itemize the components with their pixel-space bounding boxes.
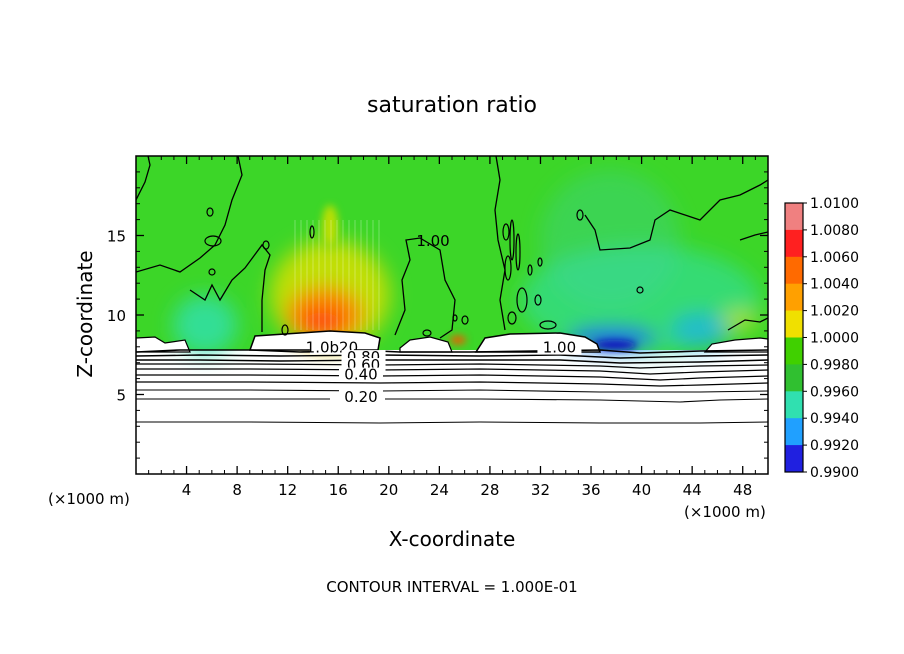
field-blob-cyan-left bbox=[173, 295, 237, 355]
colorbar-tick-label: 0.9940 bbox=[810, 411, 859, 427]
lower-white-region bbox=[136, 350, 768, 474]
y-ticks: 5 10 15 bbox=[107, 171, 768, 459]
colorbar-tick-label: 1.0040 bbox=[810, 277, 859, 293]
contour-label: 1.00 bbox=[416, 232, 449, 250]
colorbar: 1.0100 1.0080 1.0060 1.0040 1.0020 1.0000 0.99… bbox=[784, 196, 859, 481]
contour-label: 1.00 bbox=[543, 339, 576, 357]
field-blob-yellow-right bbox=[722, 310, 758, 330]
colorbar-tick-label: 0.9920 bbox=[810, 438, 859, 454]
colorbar-tick-label: 1.0080 bbox=[810, 223, 859, 239]
field-blob-orange-small bbox=[450, 336, 466, 344]
colorbar-tick-label: 1.0060 bbox=[810, 250, 859, 266]
y-axis-label: Z-coordinate bbox=[73, 250, 97, 377]
x-tick-label: 36 bbox=[581, 481, 600, 499]
colorbar-tick-label: 0.9960 bbox=[810, 384, 859, 400]
colorbar-segment bbox=[785, 283, 803, 312]
contour-label-bg bbox=[338, 389, 383, 404]
colorbar-tick-label: 0.9980 bbox=[810, 357, 859, 373]
contour-label-bg bbox=[338, 367, 383, 382]
colorbar-segment bbox=[785, 203, 803, 231]
colorbar-tick-label: 0.9900 bbox=[810, 465, 859, 481]
x-ticks: 4 8 12 16 20 24 28 32 36 40 44 48 bbox=[148, 156, 756, 499]
colorbar-tick-label: 1.0100 bbox=[810, 196, 859, 212]
x-unit-left: (×1000 m) bbox=[48, 490, 130, 508]
x-tick-label: 24 bbox=[430, 481, 449, 499]
chart-title: saturation ratio bbox=[367, 93, 537, 118]
field-blob-darkblue bbox=[593, 340, 637, 350]
contour-small-loops bbox=[204, 207, 644, 337]
colorbar-segment bbox=[785, 337, 803, 365]
contour-label: 0.40 bbox=[344, 366, 377, 384]
colorbar-segment bbox=[785, 310, 803, 338]
contour-label-bg bbox=[537, 340, 582, 355]
contour-lines-base bbox=[136, 349, 768, 424]
x-tick-label: 12 bbox=[278, 481, 297, 499]
y-tick-label: 5 bbox=[116, 387, 126, 405]
x-unit-right: (×1000 m) bbox=[684, 503, 766, 521]
x-tick-label: 20 bbox=[379, 481, 398, 499]
y-tick-label: 10 bbox=[107, 307, 126, 325]
field-streak-texture bbox=[290, 220, 380, 330]
cloud-shape-5 bbox=[703, 337, 768, 353]
contour-interval-footer: CONTOUR INTERVAL = 1.000E-01 bbox=[326, 578, 577, 596]
contour-label: 0.20 bbox=[344, 388, 377, 406]
field-blob-lightblue bbox=[670, 312, 730, 348]
y-tick-label: 15 bbox=[107, 228, 126, 246]
x-tick-label: 48 bbox=[733, 481, 752, 499]
x-tick-label: 4 bbox=[182, 481, 192, 499]
colorbar-segment bbox=[785, 364, 803, 392]
x-axis-label: X-coordinate bbox=[389, 527, 516, 551]
contour-lines-upper bbox=[136, 156, 768, 339]
colorbar-segment bbox=[785, 418, 803, 446]
colorbar-segment bbox=[785, 391, 803, 419]
x-tick-label: 28 bbox=[480, 481, 499, 499]
x-tick-label: 16 bbox=[329, 481, 348, 499]
x-tick-label: 44 bbox=[683, 481, 702, 499]
field-blob-teal-upper bbox=[540, 170, 680, 310]
colorbar-tick-label: 1.0020 bbox=[810, 304, 859, 320]
colorbar-segment bbox=[785, 229, 803, 258]
x-tick-label: 8 bbox=[232, 481, 242, 499]
cloud-shape-3 bbox=[136, 336, 191, 353]
x-tick-label: 40 bbox=[632, 481, 651, 499]
x-tick-label: 32 bbox=[531, 481, 550, 499]
colorbar-segment bbox=[785, 445, 803, 473]
colorbar-tick-label: 1.0000 bbox=[810, 331, 859, 347]
colorbar-segment bbox=[785, 256, 803, 285]
